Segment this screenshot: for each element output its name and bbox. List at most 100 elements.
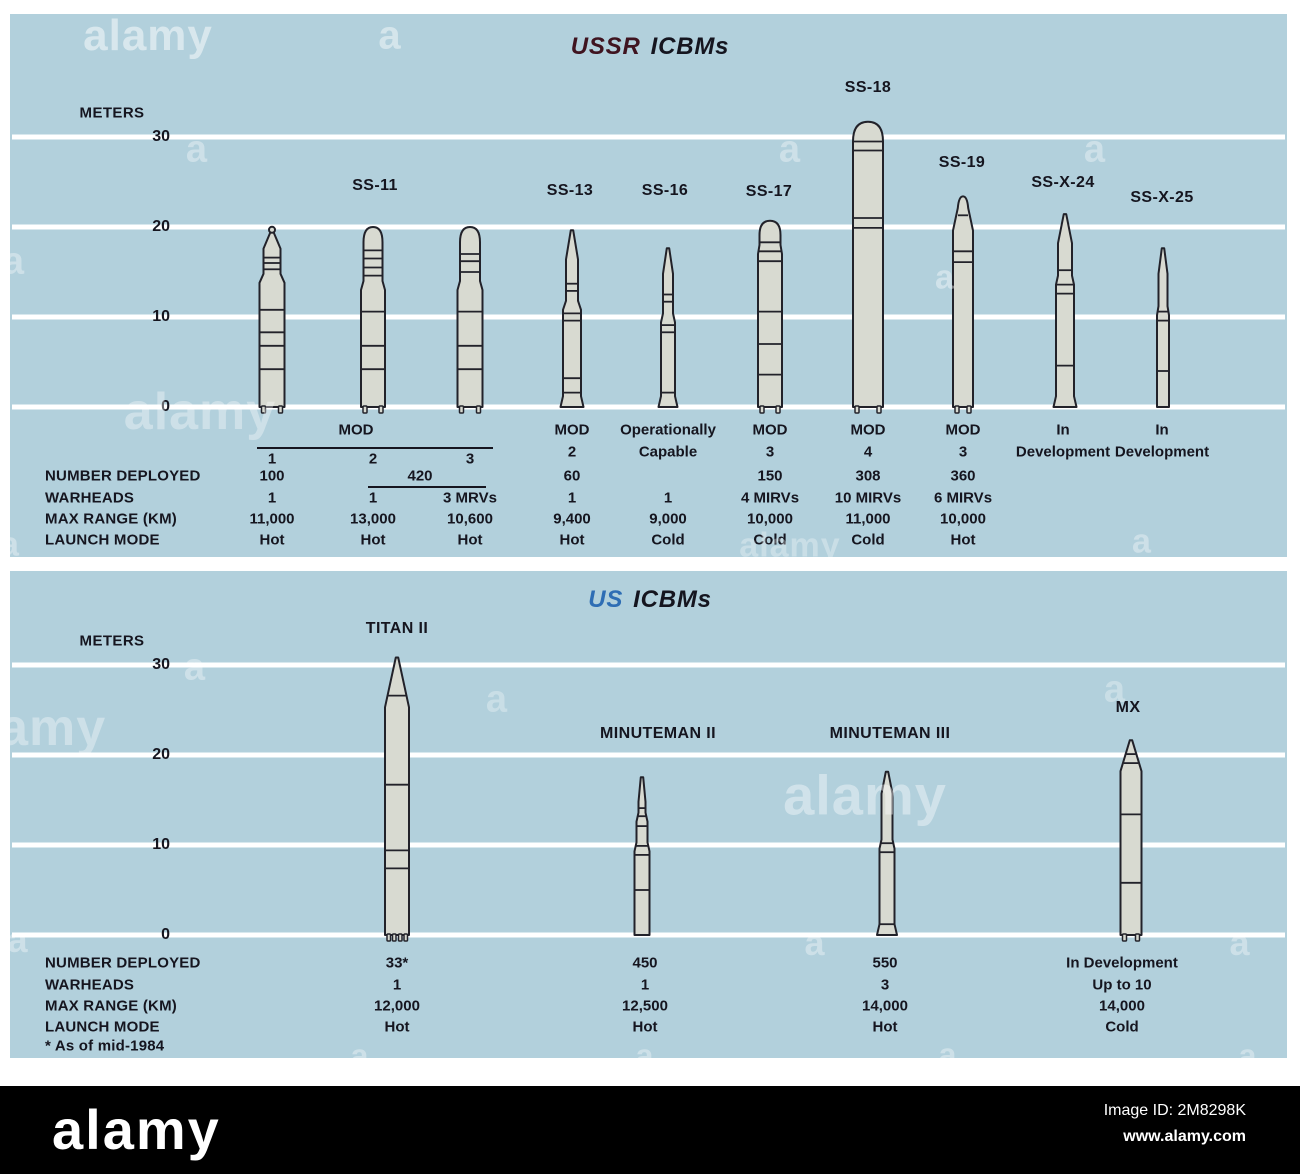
missile-body <box>559 229 585 408</box>
table-header-cell: MOD <box>945 421 981 439</box>
table-header-cell: 3 <box>765 443 775 461</box>
missile-nozzle <box>386 933 392 942</box>
table-cell: Hot <box>872 1018 898 1036</box>
table-cell: 14,000 <box>862 997 908 1015</box>
missile-figure-ss17 <box>757 219 783 414</box>
table-cell: Cold <box>651 531 685 549</box>
missile-figure-ssx25 <box>1156 247 1170 408</box>
missile-body <box>1119 739 1143 936</box>
table-cell: 420 <box>407 467 433 485</box>
missile-body <box>1156 247 1170 408</box>
missile-label-titan-ii: TITAN II <box>365 620 429 637</box>
missile-label-minuteman-ii: MINUTEMAN II <box>600 725 716 742</box>
table-cell: 1 <box>392 976 402 994</box>
table-cell: 308 <box>855 467 881 485</box>
table-cell: 10,000 <box>747 510 793 528</box>
table-header-cell: 4 <box>863 443 873 461</box>
missile-body <box>757 219 783 408</box>
ussr-axis-label: METERS <box>79 104 145 122</box>
table-cell: 12,500 <box>622 997 668 1015</box>
table-cell: 10 MIRVs <box>834 489 902 507</box>
table-row-label: WARHEADS <box>45 489 135 507</box>
table-header-cell: Capable <box>638 443 698 461</box>
table-cell: 3 MRVs <box>443 489 497 507</box>
missile-figure-ss13 <box>559 229 585 408</box>
missile-nozzle <box>277 405 284 414</box>
table-header-cell: Development <box>1114 443 1210 461</box>
gridline-20m <box>12 752 1285 758</box>
missile-nozzle <box>391 933 397 942</box>
table-header-cell: In <box>1155 421 1169 439</box>
missile-nozzle <box>458 405 465 414</box>
missile-figure-ss16 <box>657 247 679 408</box>
missile-figure-mm3 <box>876 770 898 936</box>
table-cell: 360 <box>950 467 976 485</box>
table-cell: 3 <box>880 976 890 994</box>
table-cell: In Development <box>1066 954 1178 972</box>
mod-group-line <box>257 447 493 449</box>
alamy-url: www.alamy.com <box>1123 1128 1246 1145</box>
table-row-label: LAUNCH MODE <box>45 1018 160 1036</box>
footer-meta: Image ID: 2M8298K www.alamy.com <box>1104 1102 1246 1146</box>
table-row-label: LAUNCH MODE <box>45 531 160 549</box>
table-cell: 11,000 <box>845 510 891 528</box>
ussr-title-accent: USSR <box>570 33 641 60</box>
missile-label-ss-11: SS-11 <box>352 177 398 194</box>
table-cell: 10,000 <box>940 510 986 528</box>
ussr-tick-0: 0 <box>161 398 170 415</box>
missile-nozzle <box>954 405 960 414</box>
missile-nozzle <box>1121 933 1128 942</box>
missile-figure-ss11-mod1 <box>258 225 286 414</box>
missile-body <box>1052 213 1078 408</box>
table-cell: 13,000 <box>350 510 396 528</box>
missile-nozzle <box>475 405 482 414</box>
table-cell: Hot <box>259 531 285 549</box>
alamy-logo: alamy <box>52 1098 221 1161</box>
ussr-tick-30: 30 <box>152 128 170 145</box>
gridline-30m <box>12 134 1285 140</box>
missile-nozzle <box>378 405 384 414</box>
table-row-label: NUMBER DEPLOYED <box>45 954 201 972</box>
table-cell: 550 <box>872 954 898 972</box>
table-cell: 60 <box>563 467 581 485</box>
table-cell: 450 <box>632 954 658 972</box>
missile-body <box>657 247 679 408</box>
table-header-cell: 2 <box>567 443 577 461</box>
missile-nozzle <box>397 933 403 942</box>
missile-nozzle <box>759 405 765 414</box>
us-title-accent: US <box>588 586 624 613</box>
missile-body <box>384 656 410 936</box>
us-tick-20: 20 <box>152 746 170 763</box>
ussr-tick-10: 10 <box>152 308 170 325</box>
missile-body <box>852 120 884 408</box>
table-header-cell: MOD <box>850 421 886 439</box>
mod-number: 3 <box>465 450 475 468</box>
ussr-chart-title: USSR ICBMs <box>571 33 730 61</box>
gridline-10m <box>12 314 1285 320</box>
missile-nozzle <box>775 405 781 414</box>
table-header-cell: MOD <box>752 421 788 439</box>
table-cell: Hot <box>950 531 976 549</box>
us-chart-title: US ICBMs <box>588 586 712 614</box>
table-cell: Hot <box>457 531 483 549</box>
missile-nose-knob <box>268 225 276 234</box>
table-cell: 10,600 <box>447 510 493 528</box>
mod-number: 2 <box>368 450 378 468</box>
table-cell: Hot <box>384 1018 410 1036</box>
missile-figure-ssx24 <box>1052 213 1078 408</box>
missile-body <box>360 226 386 408</box>
missile-nozzle <box>403 933 409 942</box>
missile-label-ss-x-25: SS-X-25 <box>1130 189 1194 206</box>
us-panel <box>10 571 1287 1058</box>
table-row-label: MAX RANGE (KM) <box>45 997 177 1015</box>
us-tick-30: 30 <box>152 656 170 673</box>
table-cell: Hot <box>360 531 386 549</box>
us-title-rest: ICBMs <box>633 586 712 613</box>
missile-label-ss-16: SS-16 <box>641 182 689 199</box>
missile-body <box>876 770 898 936</box>
table-cell: Hot <box>632 1018 658 1036</box>
missile-nozzle <box>876 405 882 414</box>
table-cell: Cold <box>753 531 787 549</box>
missile-label-ss-17: SS-17 <box>745 183 793 200</box>
missile-nozzle <box>1134 933 1141 942</box>
